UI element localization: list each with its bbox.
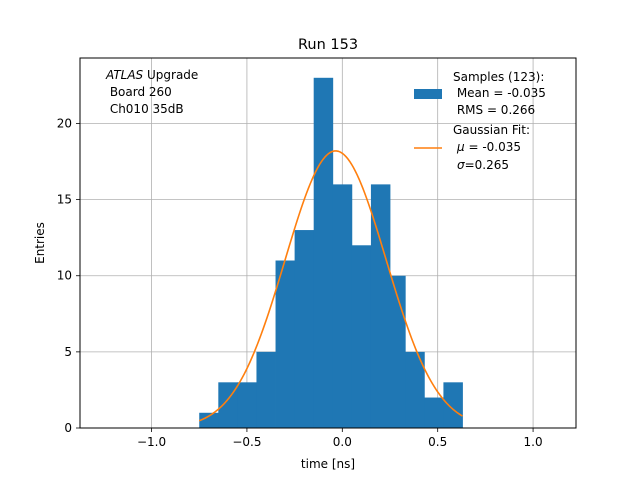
histogram-bar-7 <box>332 184 353 428</box>
annotation-upgrade: Upgrade <box>143 68 198 82</box>
annotation-line-2: Board 260 <box>106 85 172 99</box>
annotation-text: ATLAS Upgrade Board 260 Ch010 35dB <box>105 68 198 116</box>
mu-symbol: μ <box>456 140 465 154</box>
x-tick-label-0: −1.0 <box>137 435 166 449</box>
legend-fit-line-2: μ = -0.035 <box>456 140 521 154</box>
x-axis-label: time [ns] <box>301 457 355 471</box>
y-tick-label-2: 10 <box>57 269 72 283</box>
y-tick-label-0: 0 <box>64 421 72 435</box>
sigma-symbol: σ <box>457 158 465 172</box>
histogram-bar-3 <box>256 351 276 428</box>
legend-fit-sigma-value: =0.265 <box>465 158 509 172</box>
chart-title: Run 153 <box>298 37 358 53</box>
x-tick-label-4: 1.0 <box>524 435 543 449</box>
y-axis-label: Entries <box>33 222 47 264</box>
y-tick-label-3: 15 <box>57 193 72 207</box>
legend-samples-line-1: Samples (123): <box>453 70 544 84</box>
histogram-bar-0 <box>199 412 219 428</box>
gaussian-fit-curve <box>198 150 463 422</box>
histogram-bar-4 <box>275 260 296 428</box>
histogram-bar-11 <box>405 351 425 428</box>
histogram-bar-13 <box>443 382 463 428</box>
x-tick-label-1: −0.5 <box>232 435 261 449</box>
x-tick-label-3: 0.5 <box>428 435 447 449</box>
legend-fit-mu-value: = -0.035 <box>465 140 521 154</box>
legend-samples-line-3: RMS = 0.266 <box>453 103 535 117</box>
x-axis-ticks: −1.0 −0.5 0.0 0.5 1.0 <box>137 428 543 449</box>
histogram-bar-8 <box>351 245 372 428</box>
legend-fit-line-3: σ=0.265 <box>457 158 509 172</box>
histogram-bar-5 <box>294 230 315 428</box>
legend: Samples (123): Mean = -0.035 RMS = 0.266… <box>414 70 546 172</box>
y-axis-ticks: 0 5 10 15 20 <box>57 116 80 435</box>
histogram-bars <box>199 77 463 428</box>
y-tick-label-1: 5 <box>64 345 72 359</box>
histogram-bar-10 <box>390 275 406 428</box>
x-tick-label-2: 0.0 <box>333 435 352 449</box>
plot-frame <box>79 57 577 429</box>
y-tick-label-4: 20 <box>57 116 72 130</box>
histogram-bar-6 <box>313 77 334 428</box>
annotation-line-1: ATLAS Upgrade <box>105 68 198 82</box>
annotation-line-3: Ch010 35dB <box>106 102 184 116</box>
legend-samples-swatch <box>414 89 442 99</box>
histogram-bar-2 <box>237 382 257 428</box>
histogram-bar-9 <box>370 184 391 428</box>
annotation-atlas: ATLAS <box>105 68 144 82</box>
legend-fit-line-1: Gaussian Fit: <box>453 123 530 137</box>
histogram-bar-12 <box>424 397 444 428</box>
legend-samples-line-2: Mean = -0.035 <box>453 86 546 100</box>
